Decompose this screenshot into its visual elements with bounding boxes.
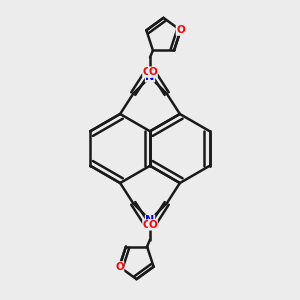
Text: O: O — [148, 220, 157, 230]
Text: N: N — [146, 72, 154, 82]
Text: O: O — [148, 67, 157, 77]
Text: O: O — [143, 220, 152, 230]
Text: O: O — [115, 262, 124, 272]
Text: O: O — [176, 25, 185, 35]
Text: O: O — [143, 67, 152, 77]
Text: N: N — [146, 215, 154, 225]
